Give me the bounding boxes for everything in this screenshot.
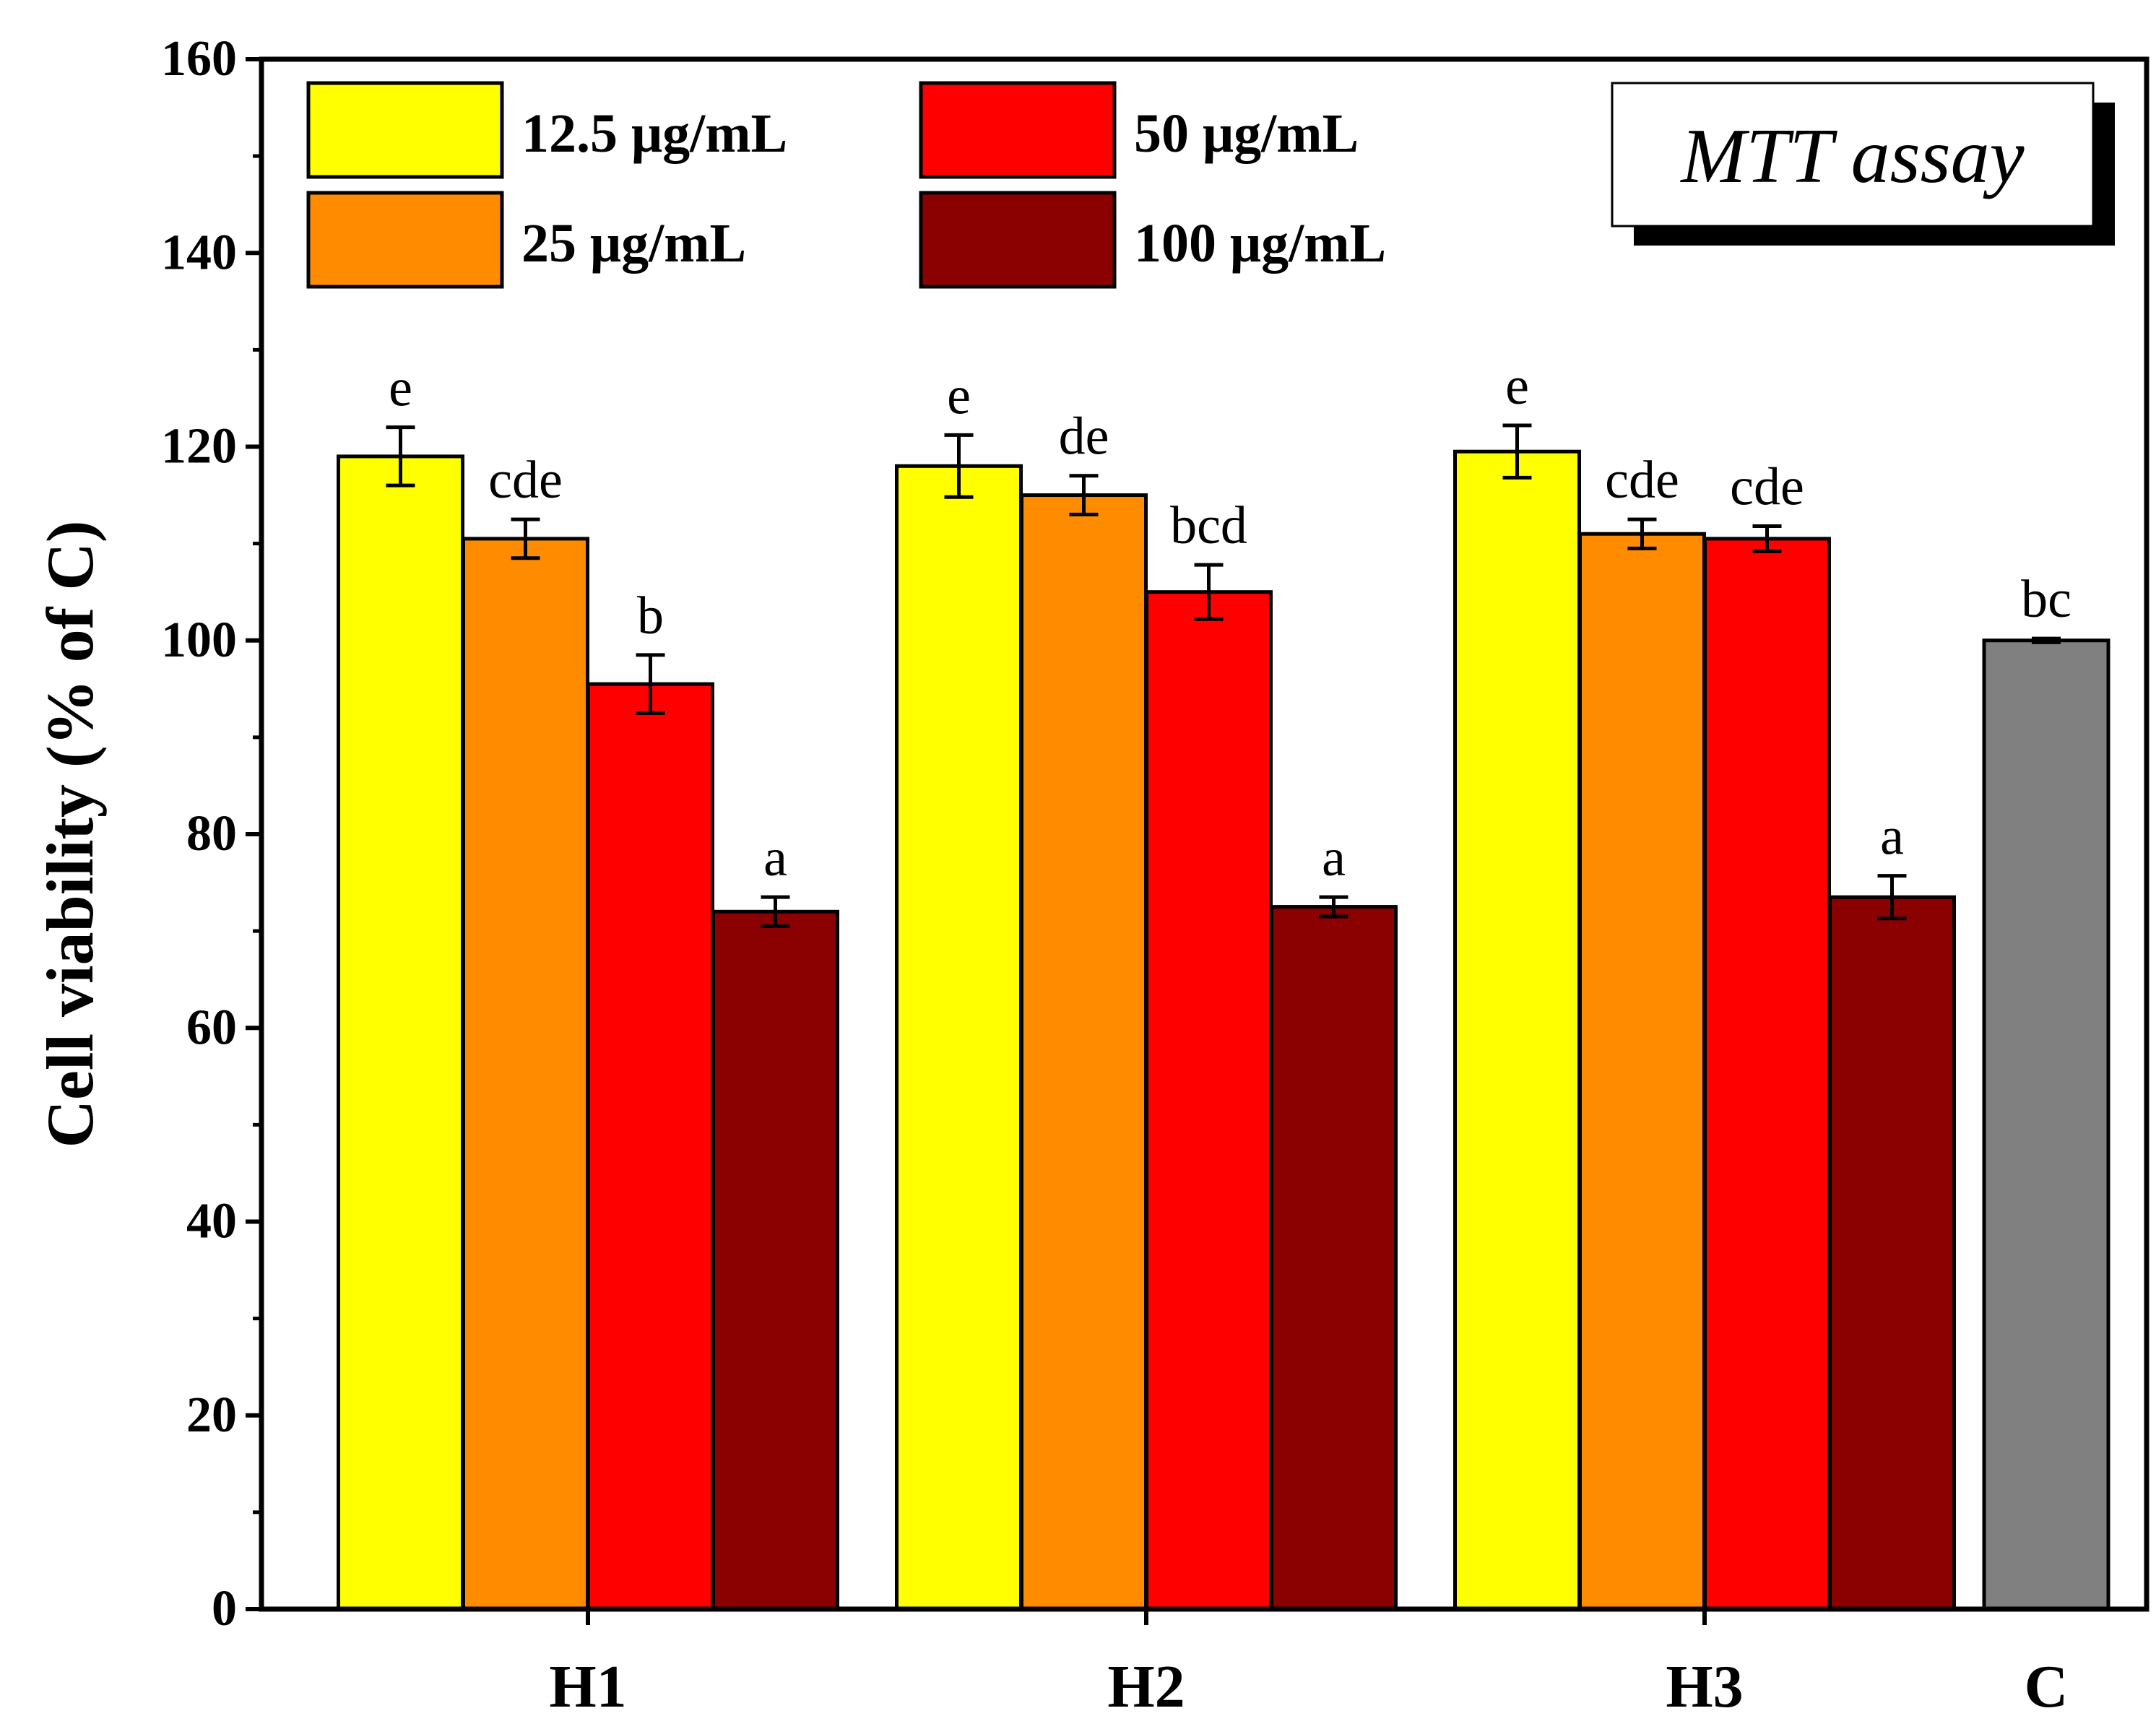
legend-label: 50 μg/mL [1134,103,1359,164]
significance-label: a [1322,828,1346,888]
significance-label: a [763,828,787,888]
annotation-text: MTT assay [1679,113,2024,199]
bar-H3-0 [1453,449,1581,1611]
bar-H3-3 [1828,895,1956,1611]
y-tick-label: 60 [186,1000,237,1055]
bar-control [1982,638,2110,1611]
bar-H1-2 [586,682,714,1611]
legend-swatch [919,191,1117,289]
legend-label: 25 μg/mL [521,213,746,274]
significance-label: bcd [1170,496,1247,555]
legend-label: 12.5 μg/mL [521,103,787,164]
y-tick-label: 80 [186,806,237,862]
legend-label: 100 μg/mL [1134,213,1386,274]
legend-swatch [306,81,504,179]
significance-label: e [947,366,971,425]
y-axis-title: Cell viability (% of C) [33,521,107,1148]
y-tick-label: 20 [186,1387,237,1443]
significance-label: cde [488,451,563,510]
bar-H2-2 [1145,590,1273,1611]
significance-label: b [637,586,664,646]
significance-label: a [1880,807,1904,867]
x-tick-label: H2 [1107,1653,1185,1720]
annotation-box [1611,82,2095,228]
legend-swatch [306,191,504,289]
bar-H1-0 [337,454,464,1611]
y-tick-label: 120 [161,419,237,474]
x-tick-label: H3 [1666,1653,1743,1720]
y-tick-label: 100 [161,612,237,668]
significance-label: e [1505,357,1529,416]
significance-label: cde [1730,457,1804,516]
x-tick-label: H1 [549,1653,626,1720]
bar-H1-1 [462,537,589,1611]
bar-H3-2 [1703,537,1831,1611]
bar-H2-3 [1270,905,1398,1611]
significance-label: bc [2021,570,2071,629]
bar-H1-3 [711,909,839,1611]
bar-H2-0 [895,464,1023,1611]
y-tick-label: 0 [212,1581,237,1637]
y-tick-label: 160 [161,31,237,87]
y-tick-label: 40 [186,1194,237,1249]
bar-H2-1 [1020,493,1148,1611]
bar-H3-1 [1578,532,1706,1611]
plot-frame [259,56,2149,1612]
significance-label: de [1059,407,1109,467]
x-tick-label: C [2025,1653,2069,1720]
significance-label: cde [1605,451,1679,510]
legend-swatch [919,81,1117,179]
y-tick-label: 140 [161,225,237,280]
significance-label: e [389,359,412,418]
